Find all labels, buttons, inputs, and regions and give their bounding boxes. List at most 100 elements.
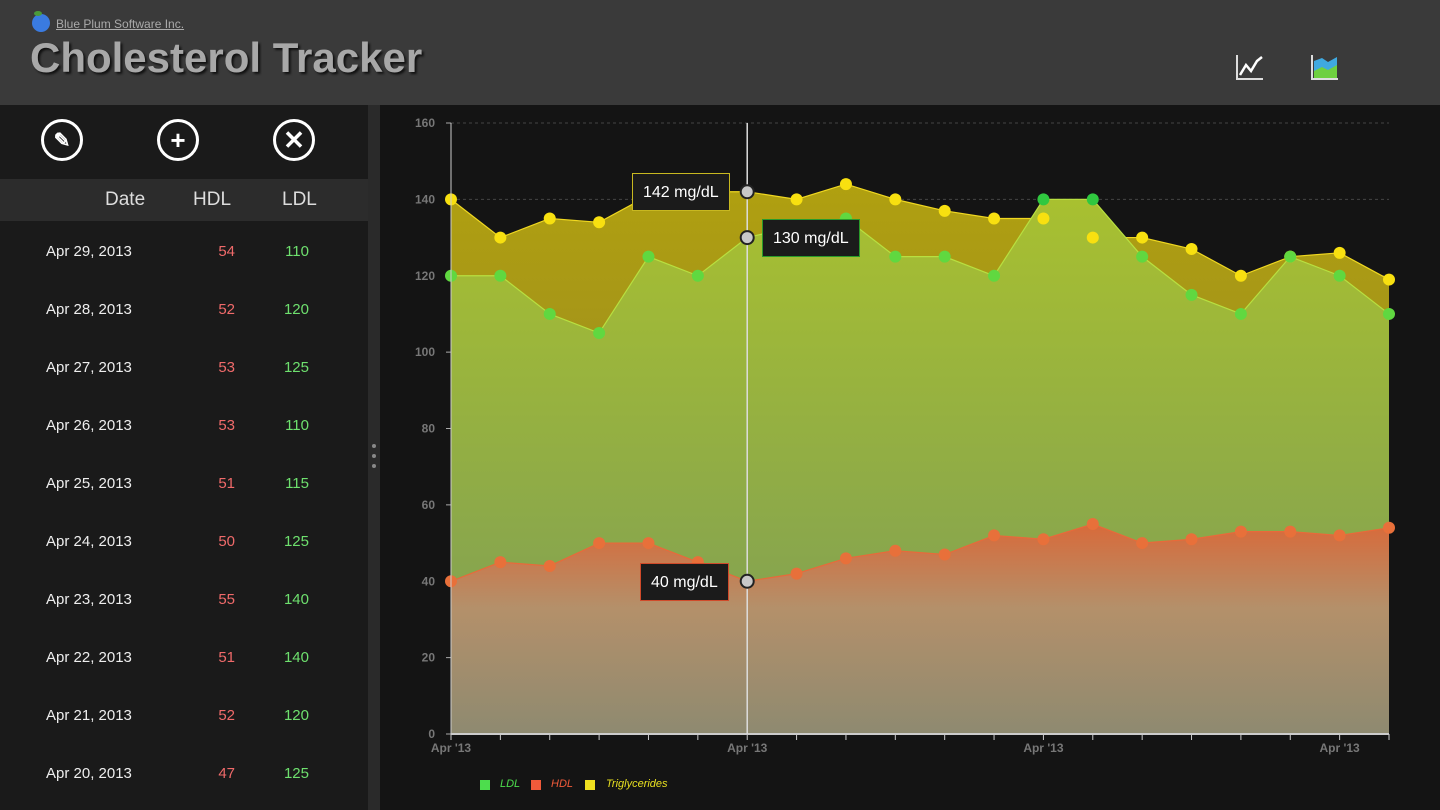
data-point-triglycerides xyxy=(593,216,606,229)
data-point-triglycerides xyxy=(790,193,803,206)
x-tick-label: Apr '13 xyxy=(1023,741,1064,755)
data-point-triglycerides xyxy=(494,231,507,244)
row-hdl: 52 xyxy=(218,707,235,724)
data-point-ldl xyxy=(494,269,507,282)
table-row[interactable]: Apr 24, 2013 50 125 xyxy=(0,512,368,570)
line-triglycerides xyxy=(450,183,1390,281)
data-point-ldl xyxy=(889,250,902,263)
table-row[interactable]: Apr 22, 2013 51 140 xyxy=(0,628,368,686)
data-point-hdl xyxy=(1383,521,1395,534)
header-ldl[interactable]: LDL xyxy=(282,189,317,210)
table-row[interactable]: Apr 20, 2013 47 125 xyxy=(0,744,368,802)
table-row[interactable]: Apr 26, 2013 53 110 xyxy=(0,396,368,454)
data-point-ldl xyxy=(593,327,606,340)
header-date[interactable]: Date xyxy=(105,189,146,210)
data-point-ldl xyxy=(988,269,1001,282)
delete-button[interactable]: ✕ xyxy=(273,119,315,161)
data-point-hdl xyxy=(642,537,655,550)
data-point-ldl xyxy=(1086,193,1099,206)
data-point-triglycerides xyxy=(1234,269,1247,282)
row-hdl: 53 xyxy=(218,417,235,434)
data-point-triglycerides xyxy=(938,204,951,217)
row-ldl: 125 xyxy=(283,359,309,376)
row-hdl: 51 xyxy=(218,649,235,666)
row-ldl: 110 xyxy=(285,417,309,434)
legend-hdl-swatch xyxy=(531,780,541,790)
data-point-hdl xyxy=(839,552,852,565)
table-row[interactable]: Apr 29, 2013 54 110 xyxy=(0,222,368,280)
row-date: Apr 29, 2013 xyxy=(46,243,132,260)
row-ldl: 125 xyxy=(283,765,309,782)
row-hdl: 50 xyxy=(218,533,235,550)
row-hdl: 47 xyxy=(218,765,235,782)
app-title: Cholesterol Tracker xyxy=(30,34,423,81)
data-point-triglycerides xyxy=(1136,231,1149,244)
edit-button[interactable]: ✎ xyxy=(41,119,83,161)
data-point-hdl xyxy=(1037,533,1050,546)
edit-icon: ✎ xyxy=(53,129,71,152)
y-tick-label: 0 xyxy=(428,727,435,741)
data-point-hdl xyxy=(1136,537,1149,550)
data-point-hdl xyxy=(1333,529,1346,542)
row-date: Apr 21, 2013 xyxy=(46,707,132,724)
cursor-point-triglycerides xyxy=(739,184,755,200)
legend-ldl[interactable]: LDL xyxy=(500,778,521,790)
data-point-hdl xyxy=(790,567,803,580)
data-point-hdl xyxy=(988,529,1001,542)
app-header: Blue Plum Software Inc. Cholesterol Trac… xyxy=(0,0,1440,105)
data-point-ldl xyxy=(1333,269,1346,282)
data-point-triglycerides xyxy=(1185,243,1198,256)
table-row[interactable]: Apr 21, 2013 52 120 xyxy=(0,686,368,744)
x-tick-label: Apr '13 xyxy=(1320,741,1361,755)
row-date: Apr 28, 2013 xyxy=(46,301,132,318)
y-tick-label: 80 xyxy=(422,422,436,436)
table-row[interactable]: Apr 25, 2013 51 115 xyxy=(0,454,368,512)
line-chart-icon[interactable] xyxy=(1235,53,1265,81)
area-hdl xyxy=(451,523,1389,734)
y-tick-label: 40 xyxy=(422,574,436,588)
tooltip-ldl: 130 mg/dL xyxy=(762,219,860,257)
tooltip-triglycerides: 142 mg/dL xyxy=(632,173,730,211)
data-point-hdl xyxy=(593,537,606,550)
row-ldl: 120 xyxy=(283,301,309,318)
data-point-ldl xyxy=(543,307,556,320)
add-button[interactable]: + xyxy=(157,119,199,161)
table-row[interactable]: Apr 27, 2013 53 125 xyxy=(0,338,368,396)
splitter-grip-icon[interactable] xyxy=(372,444,376,448)
table-row[interactable]: Apr 23, 2013 55 140 xyxy=(0,570,368,628)
row-date: Apr 24, 2013 xyxy=(46,533,132,550)
add-icon: + xyxy=(170,124,186,155)
data-point-hdl xyxy=(889,544,902,557)
data-point-hdl xyxy=(938,548,951,561)
company-link[interactable]: Blue Plum Software Inc. xyxy=(56,17,185,31)
legend-hdl[interactable]: HDL xyxy=(551,778,574,790)
data-point-ldl xyxy=(1185,288,1198,301)
table-row[interactable]: Apr 28, 2013 52 120 xyxy=(0,280,368,338)
y-tick-label: 120 xyxy=(415,269,435,283)
data-point-triglycerides xyxy=(1037,212,1050,225)
line-ldl xyxy=(451,198,1390,334)
row-ldl: 140 xyxy=(283,649,309,666)
x-tick-label: Apr '13 xyxy=(431,741,472,755)
data-point-triglycerides xyxy=(1383,273,1395,286)
data-point-hdl xyxy=(1284,525,1297,538)
data-point-ldl xyxy=(1234,307,1247,320)
legend-ldl-swatch xyxy=(480,780,490,790)
y-tick-label: 140 xyxy=(415,192,435,206)
splitter-grip-icon[interactable] xyxy=(372,464,376,468)
data-point-triglycerides xyxy=(543,212,556,225)
row-ldl: 140 xyxy=(283,591,309,608)
line-hdl xyxy=(450,523,1390,582)
tooltip-hdl: 40 mg/dL xyxy=(640,563,729,601)
header-hdl[interactable]: HDL xyxy=(193,189,232,210)
data-point-hdl xyxy=(1185,533,1198,546)
cholesterol-chart: 0 20 40 60 80 100 120 140 160 Apr '13 Apr '13 Apr '… xyxy=(415,116,1395,755)
y-tick-label: 100 xyxy=(415,345,435,359)
data-point-ldl xyxy=(691,269,704,282)
data-point-ldl xyxy=(1037,193,1050,206)
data-point-triglycerides xyxy=(1086,231,1099,244)
splitter-grip-icon[interactable] xyxy=(372,454,376,458)
row-hdl: 54 xyxy=(218,243,235,260)
area-chart-icon[interactable] xyxy=(1310,53,1340,81)
legend-triglycerides[interactable]: Triglycerides xyxy=(606,778,668,790)
